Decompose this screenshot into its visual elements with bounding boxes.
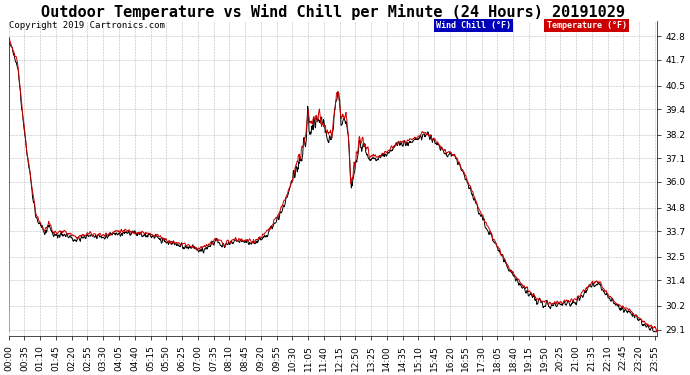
- Text: Wind Chill (°F): Wind Chill (°F): [436, 21, 511, 30]
- Text: Copyright 2019 Cartronics.com: Copyright 2019 Cartronics.com: [9, 21, 165, 30]
- Title: Outdoor Temperature vs Wind Chill per Minute (24 Hours) 20191029: Outdoor Temperature vs Wind Chill per Mi…: [41, 4, 624, 20]
- Text: Temperature (°F): Temperature (°F): [546, 21, 627, 30]
